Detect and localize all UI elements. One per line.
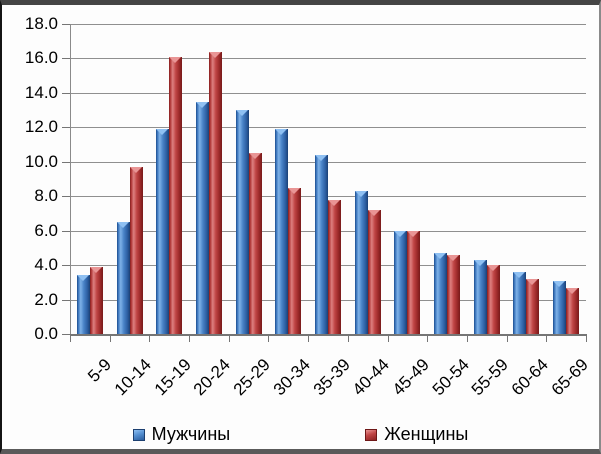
- bar-women-55-59: [486, 265, 500, 334]
- bar-men-20-24: [195, 101, 209, 334]
- bar-women-15-19: [169, 56, 183, 334]
- bar-women-25-29: [248, 153, 262, 334]
- x-axis-tick: [149, 336, 151, 342]
- y-axis-tick: [62, 24, 70, 25]
- x-axis-label-text: 20-24: [190, 355, 235, 400]
- x-axis-label-text: 10-14: [110, 355, 155, 400]
- y-axis-tick: [62, 230, 70, 232]
- y-axis-label: 0.0: [34, 324, 58, 343]
- legend-marker-women-icon: [365, 428, 378, 441]
- bar-men-40-44: [354, 191, 368, 334]
- y-axis-label: 8.0: [34, 186, 58, 206]
- y-axis-tick: [62, 334, 70, 335]
- x-axis-label-text: 5-9: [84, 355, 116, 386]
- x-axis-label-text: 45-49: [388, 355, 433, 400]
- legend: Мужчины Женщины: [2, 424, 599, 445]
- y-axis-tick: [62, 92, 70, 94]
- x-axis-label-text: 55-59: [468, 355, 513, 400]
- x-axis-label-text: 65-69: [547, 355, 592, 400]
- bar-women-60-64: [526, 278, 540, 334]
- bar-men-5-9: [76, 275, 90, 334]
- y-axis-label: 14.0: [24, 82, 58, 102]
- bar-men-10-14: [116, 222, 130, 334]
- y-axis-label: 2.0: [34, 289, 58, 309]
- legend-label-women: Женщины: [384, 424, 469, 444]
- y-axis-label: 18.0: [24, 14, 58, 33]
- bar-men-30-34: [275, 129, 289, 334]
- gridline: [70, 92, 586, 94]
- x-axis-label-text: 15-19: [150, 355, 195, 400]
- x-axis-label-text: 50-54: [428, 355, 473, 400]
- bar-men-60-64: [513, 272, 527, 334]
- x-axis-tick: [466, 336, 468, 342]
- y-axis-tick: [62, 299, 70, 301]
- y-axis-label: 16.0: [24, 48, 58, 68]
- bar-men-15-19: [156, 129, 170, 334]
- bar-men-50-54: [434, 253, 448, 334]
- bar-men-55-59: [473, 259, 487, 334]
- bar-men-25-29: [235, 110, 249, 334]
- x-axis-tick: [387, 336, 389, 342]
- bar-men-45-49: [394, 230, 408, 334]
- y-axis-label: 4.0: [34, 255, 58, 275]
- bar-women-50-54: [447, 254, 461, 334]
- gridline: [70, 161, 586, 163]
- y-axis-label: 10.0: [24, 151, 58, 171]
- x-axis-tick: [546, 336, 548, 342]
- y-axis-tick: [62, 58, 70, 60]
- y-axis-line: [70, 24, 71, 335]
- x-axis-tick: [347, 336, 349, 342]
- bar-women-35-39: [328, 199, 341, 334]
- legend-label-men: Мужчины: [151, 424, 231, 444]
- x-axis-label-text: 35-39: [309, 355, 354, 400]
- x-axis-line: [70, 334, 587, 336]
- bar-women-10-14: [129, 166, 143, 334]
- x-axis-tick: [109, 336, 111, 342]
- gridline: [70, 127, 586, 129]
- bar-women-5-9: [89, 266, 103, 334]
- x-axis-label-text: 40-44: [348, 355, 394, 400]
- legend-item-women: Женщины: [365, 424, 468, 445]
- bar-women-40-44: [367, 210, 381, 334]
- legend-item-men: Мужчины: [132, 424, 231, 445]
- bar-men-35-39: [315, 154, 328, 334]
- x-axis-tick: [586, 336, 587, 342]
- x-axis-tick: [228, 336, 230, 342]
- gridline: [70, 24, 586, 25]
- y-axis-tick: [62, 161, 70, 163]
- x-axis-tick: [308, 336, 310, 342]
- y-axis-label: 12.0: [24, 117, 58, 137]
- y-axis-tick: [62, 265, 70, 267]
- gridline: [70, 196, 586, 198]
- y-axis-tick: [62, 196, 70, 198]
- gridline: [70, 58, 586, 60]
- bar-women-30-34: [288, 187, 302, 334]
- y-axis-tick: [62, 127, 70, 129]
- x-axis-label-text: 30-34: [269, 355, 314, 400]
- plot-area: [70, 24, 586, 334]
- x-axis-tick: [189, 336, 191, 342]
- legend-marker-men-icon: [132, 428, 145, 441]
- bar-women-65-69: [566, 287, 580, 334]
- bar-women-20-24: [208, 51, 222, 334]
- x-axis-label-text: 25-29: [229, 355, 275, 400]
- bar-women-45-49: [407, 230, 421, 334]
- x-axis-tick: [427, 336, 429, 342]
- x-axis-label-text: 60-64: [507, 355, 552, 400]
- x-axis-tick: [268, 336, 270, 342]
- bar-men-65-69: [553, 280, 567, 334]
- x-axis-tick: [70, 336, 71, 342]
- y-axis-label: 6.0: [34, 220, 58, 240]
- x-axis-tick: [506, 336, 508, 342]
